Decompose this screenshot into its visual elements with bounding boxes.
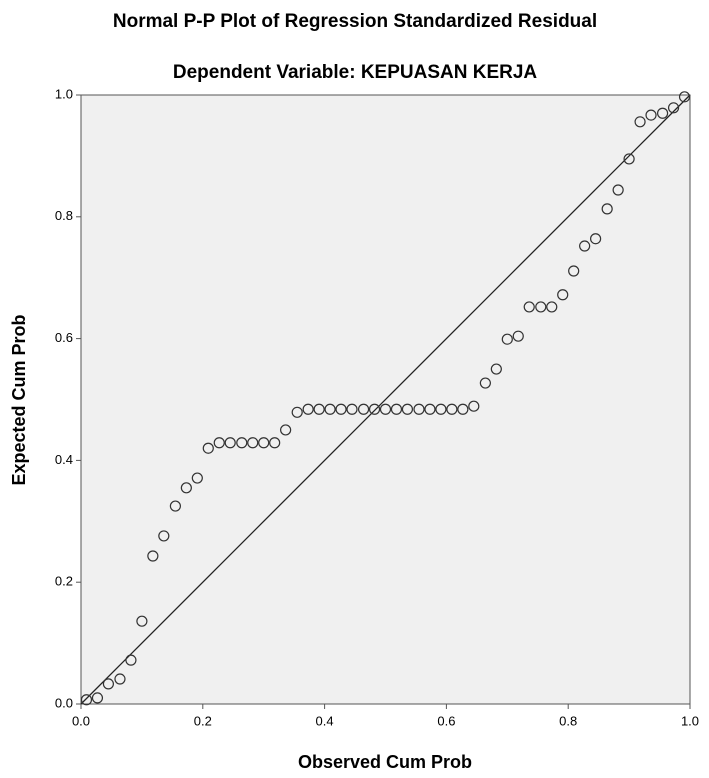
x-tick-label: 0.8: [559, 713, 577, 728]
data-point: [612, 184, 624, 196]
data-point: [468, 400, 480, 412]
x-tick-label: 1.0: [681, 713, 699, 728]
data-point: [390, 403, 403, 415]
data-point: [236, 437, 248, 449]
x-tick-label: 0.0: [72, 713, 90, 728]
data-point: [213, 437, 225, 449]
y-tick-label: 0.0: [55, 695, 73, 710]
x-tick-label: 0.6: [437, 713, 455, 728]
data-point: [512, 330, 524, 342]
data-point: [634, 116, 646, 128]
data-point: [346, 403, 358, 415]
data-point: [535, 301, 547, 313]
data-point: [324, 403, 336, 415]
data-point: [357, 403, 370, 415]
data-point: [568, 265, 580, 277]
x-axis-label: Observed Cum Prob: [298, 752, 472, 772]
data-point: [667, 102, 680, 114]
data-point: [291, 406, 303, 418]
data-point: [224, 437, 236, 449]
data-point: [302, 403, 314, 415]
data-point: [169, 500, 181, 512]
data-point: [401, 403, 414, 415]
data-point: [645, 109, 657, 121]
data-point: [523, 301, 535, 313]
y-axis-label: Expected Cum Prob: [9, 314, 29, 485]
data-point: [490, 363, 502, 375]
data-point: [114, 673, 126, 685]
data-point: [335, 403, 347, 415]
data-point: [579, 240, 591, 252]
reference-line: [80, 94, 691, 705]
data-point: [590, 233, 602, 245]
data-point: [446, 403, 458, 415]
y-tick-label: 0.2: [55, 574, 73, 589]
data-point: [147, 550, 159, 562]
y-tick-label: 0.6: [55, 330, 73, 345]
chart-title: Normal P-P Plot of Regression Standardiz…: [113, 11, 597, 32]
data-point: [280, 424, 292, 436]
data-point: [557, 289, 569, 301]
x-tick-label: 0.2: [194, 713, 212, 728]
data-point: [601, 203, 613, 215]
data-point: [136, 615, 148, 627]
data-point: [125, 654, 137, 666]
y-tick-label: 0.4: [55, 452, 73, 467]
data-point: [413, 403, 425, 415]
data-point: [379, 403, 392, 415]
data-point: [91, 692, 104, 704]
y-tick-label: 1.0: [55, 86, 73, 101]
data-point: [180, 482, 192, 494]
data-point: [191, 472, 203, 484]
data-point: [202, 442, 214, 454]
data-point: [269, 437, 281, 449]
data-point: [435, 403, 447, 415]
data-point: [546, 301, 558, 313]
data-point: [501, 333, 513, 345]
chart-subtitle: Dependent Variable: KEPUASAN KERJA: [173, 62, 538, 83]
data-point: [656, 107, 669, 119]
x-tick-label: 0.4: [316, 713, 334, 728]
y-tick-label: 0.8: [55, 208, 73, 223]
data-point: [102, 678, 115, 690]
data-point: [258, 437, 270, 449]
data-point: [368, 403, 381, 415]
data-point: [479, 377, 491, 389]
data-point: [158, 530, 170, 542]
data-point: [678, 91, 691, 103]
data-point: [247, 437, 259, 449]
data-point: [80, 694, 93, 706]
data-point: [457, 403, 469, 415]
data-point: [623, 153, 635, 165]
data-point: [313, 403, 325, 415]
data-point: [424, 403, 436, 415]
